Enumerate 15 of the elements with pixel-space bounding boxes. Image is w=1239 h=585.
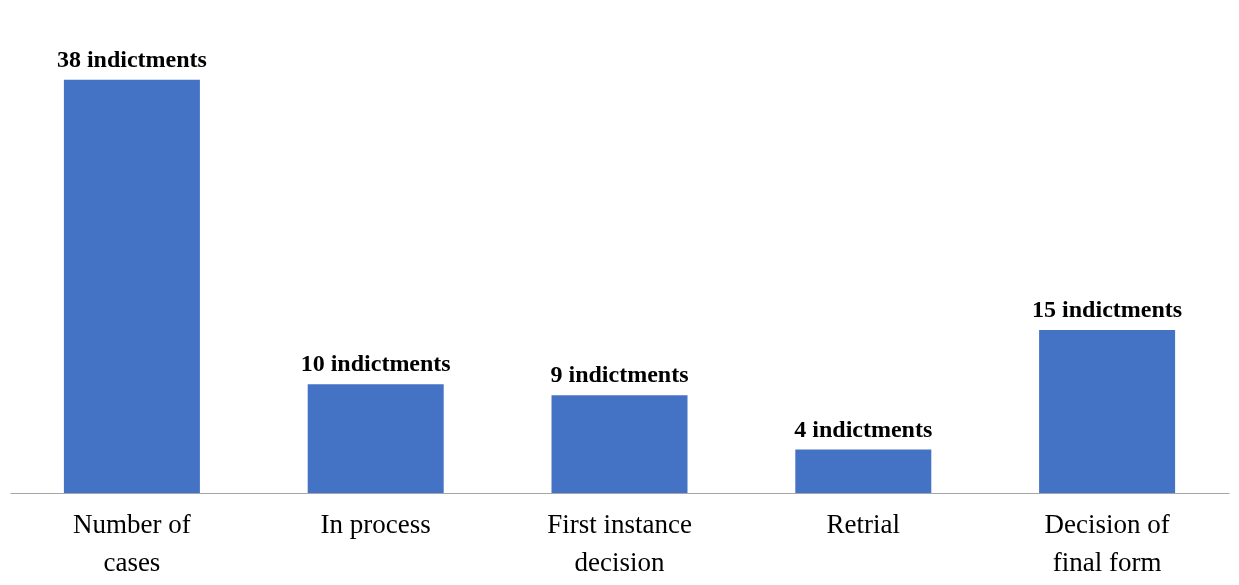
data-label: 10 indictments (300, 350, 451, 377)
data-label: 4 indictments (794, 415, 933, 442)
x-tick-label: First instance decision (547, 508, 692, 577)
x-tick-label: Retrial (826, 508, 901, 539)
data-label: 15 indictments (1032, 295, 1183, 322)
bar (1039, 329, 1176, 493)
x-tick-label: In process (320, 508, 431, 539)
bar (63, 79, 200, 493)
data-label: 9 indictments (550, 361, 689, 388)
bar (795, 449, 932, 493)
bar (307, 384, 444, 493)
data-label: 38 indictments (56, 45, 207, 72)
x-tick-label: Number of cases (73, 508, 191, 577)
x-tick-label: Decision of final form (1044, 508, 1170, 577)
bar (551, 395, 688, 493)
